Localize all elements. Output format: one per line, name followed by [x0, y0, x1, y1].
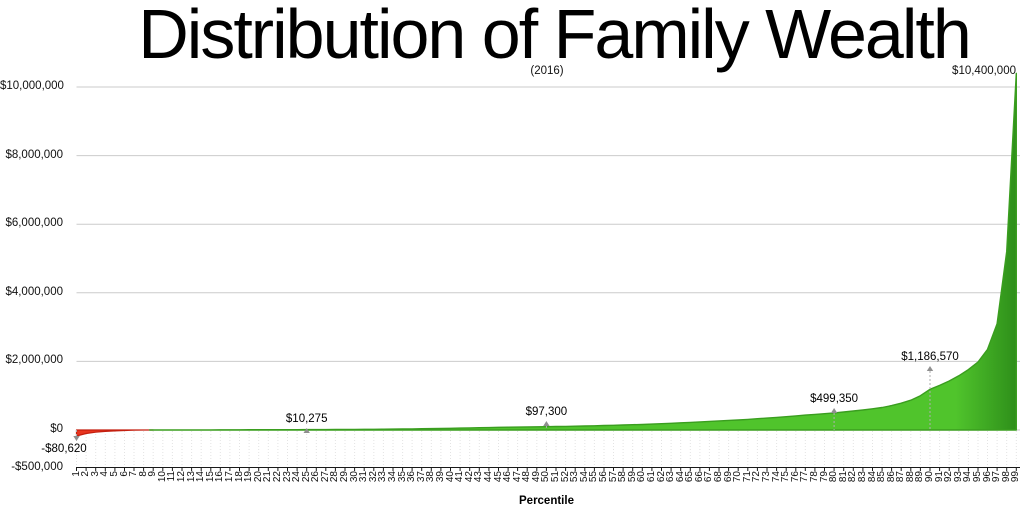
- y-axis-labels: $10,000,000 $8,000,000 $6,000,000 $4,000,00…: [0, 0, 64, 513]
- x-axis-title: Percentile: [519, 495, 574, 507]
- x-axis-tick-label: 99: [1010, 471, 1022, 483]
- annotation-arrow-icon: [830, 408, 838, 413]
- y-axis-label: $8,000,000: [5, 148, 63, 161]
- annotation-label: -$80,620: [41, 443, 87, 455]
- y-axis-label: $6,000,000: [5, 217, 63, 230]
- y-axis-label: $10,000,000: [0, 80, 64, 92]
- y-axis-label: $0: [50, 423, 63, 435]
- negative-wealth-area: [75, 429, 154, 437]
- annotation-label: $10,275: [285, 413, 328, 425]
- annotation-label: $499,350: [810, 393, 859, 405]
- y-axis-label: $2,000,000: [5, 354, 63, 367]
- annotation-label: $97,300: [525, 406, 568, 418]
- positive-wealth-area: [148, 72, 1017, 431]
- chart-title: Distribution of Family Wealth: [138, 0, 972, 73]
- annotation-arrow-icon: [926, 366, 934, 371]
- annotation-arrow-icon: [73, 436, 80, 441]
- annotation-label: $1,186,570: [901, 351, 959, 363]
- annotation-top-right-value: $10,400,000: [952, 65, 1016, 77]
- annotation-arrow-icon: [303, 428, 310, 433]
- y-axis-label: -$500,000: [11, 460, 63, 473]
- annotation-arrow-icon: [543, 421, 550, 426]
- chart-subtitle: (2016): [530, 65, 564, 77]
- y-axis-label: $4,000,000: [5, 285, 63, 298]
